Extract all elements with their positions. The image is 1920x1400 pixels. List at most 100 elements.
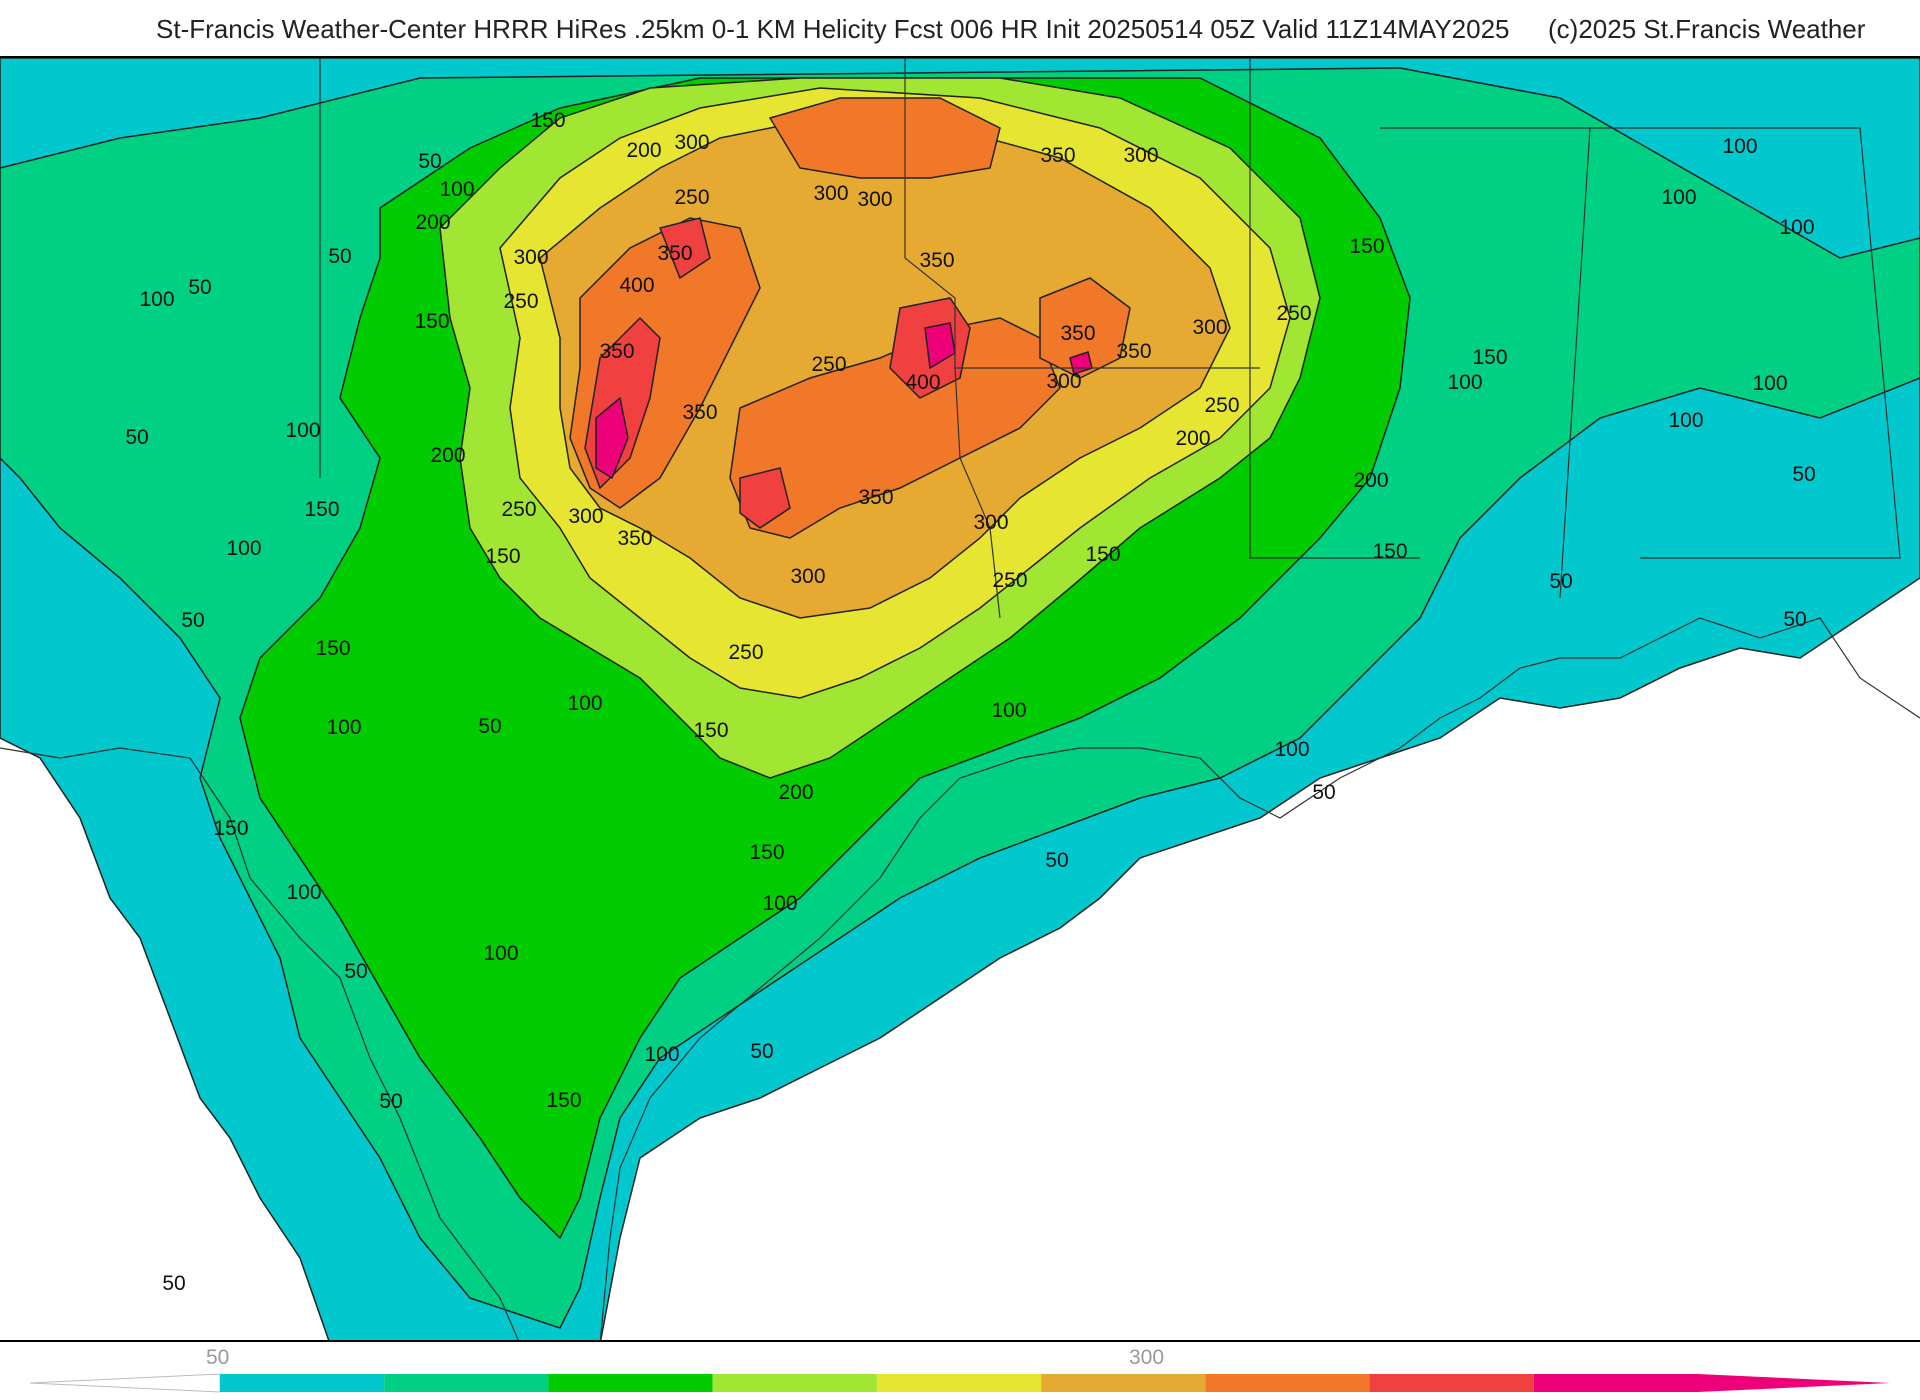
band-400-c [658,217,711,280]
contour-label: 350 [617,527,652,550]
contour-label: 100 [1779,216,1814,239]
contour-label: 100 [1668,409,1703,432]
contour-label: 250 [728,641,763,664]
contour-label: 50 [478,715,501,738]
contour-label: 150 [485,545,520,568]
contour-label: 100 [1722,135,1757,158]
contour-label: 100 [139,288,174,311]
contour-label: 350 [599,340,634,363]
contour-label: 200 [430,444,465,467]
contour-label: 350 [1060,322,1095,345]
contour-label: 350 [1040,144,1075,167]
band-350-c [768,97,1001,179]
contour-label: 50 [344,960,367,983]
contour-label: 250 [1276,302,1311,325]
colorbar: 50 300 [0,1342,1920,1400]
contour-label: 300 [790,565,825,588]
contour-label: 100 [1274,738,1309,761]
state-boundaries [0,58,1920,1340]
contour-label: 50 [181,609,204,632]
boundary-line [1249,58,1420,559]
contour-label: 150 [1472,346,1507,369]
boundary-line [954,367,1001,619]
contour-label: 100 [326,716,361,739]
contour-label: 100 [483,942,518,965]
helicity-map[interactable]: 150 50 100 200 50 50 100 150 200 300 250 350 300 400 2… [0,56,1920,1342]
contour-label: 200 [778,781,813,804]
contour-label: 350 [858,486,893,509]
colorbar-cell [384,1374,549,1392]
contour-label: 150 [1085,543,1120,566]
contour-label: 200 [415,211,450,234]
contour-label: 50 [188,276,211,299]
contour-label: 250 [674,186,709,209]
colorbar-under-arrow [29,1373,221,1393]
contour-label: 400 [619,274,654,297]
contour-label: 350 [657,242,692,265]
band-350-d [1039,277,1131,379]
contour-label: 100 [762,892,797,915]
boundary-line [0,747,519,1340]
contour-label: 300 [1192,316,1227,339]
contour-label: 50 [1549,570,1572,593]
contour-label: 350 [1116,340,1151,363]
contour-label: 200 [626,139,661,162]
contour-label: 150 [530,109,565,132]
contour-label: 100 [226,537,261,560]
colorbar-cell [712,1374,877,1392]
contour-label: 350 [919,249,954,272]
contour-label: 200 [1353,469,1388,492]
colorbar-tick-label: 50 [206,1346,230,1369]
contour-label: 150 [749,841,784,864]
map-title: St-Francis Weather-Center HRRR HiRes .25… [156,14,1510,44]
contour-label: 100 [439,178,474,201]
header: St-Francis Weather-Center HRRR HiRes .25… [0,0,1920,56]
contour-label: 150 [213,817,248,840]
contour-label: 50 [1312,781,1335,804]
band-400-d [739,467,791,529]
contour-label: 300 [674,131,709,154]
contour-label: 50 [162,1272,185,1295]
colorbar-cell [1041,1374,1206,1392]
contour-label: 50 [125,426,148,449]
contour-label: 100 [285,419,320,442]
contour-label: 250 [503,290,538,313]
contour-label: 100 [1447,371,1482,394]
contour-label: 300 [513,246,548,269]
colorbar-cell [876,1374,1042,1392]
contour-label: 300 [813,182,848,205]
contour-label: 300 [568,505,603,528]
contour-label: 200 [1175,427,1210,450]
contour-label: 50 [418,150,441,173]
contour-label: 150 [304,498,339,521]
contour-label: 150 [546,1089,581,1112]
colorbar-over-arrow [1698,1374,1890,1392]
contour-label: 100 [1661,186,1696,209]
contour-label: 150 [1349,235,1384,258]
contour-label: 300 [1046,370,1081,393]
contour-label: 50 [1792,463,1815,486]
contour-label: 100 [644,1043,679,1066]
contour-label: 150 [1372,540,1407,563]
boundary-line [904,58,956,368]
colorbar-cell [548,1374,713,1392]
contour-label: 150 [693,719,728,742]
colorbar-cell [220,1374,385,1392]
contour-label: 100 [286,881,321,904]
contour-label: 100 [991,699,1026,722]
colorbar-cell [1369,1374,1534,1392]
coastline [599,617,1920,1340]
colorbar-strip [29,1373,1890,1393]
colorbar-tick-label: 300 [1129,1346,1165,1369]
contour-label: 250 [992,569,1027,592]
contour-label: 350 [682,401,717,424]
colorbar-cell [1205,1374,1370,1392]
contour-label: 100 [567,692,602,715]
contour-label: 300 [973,511,1008,534]
contour-label: 50 [1045,849,1068,872]
band-450-a [595,396,629,480]
contour-label: 300 [1123,144,1158,167]
contour-label: 250 [1204,394,1239,417]
